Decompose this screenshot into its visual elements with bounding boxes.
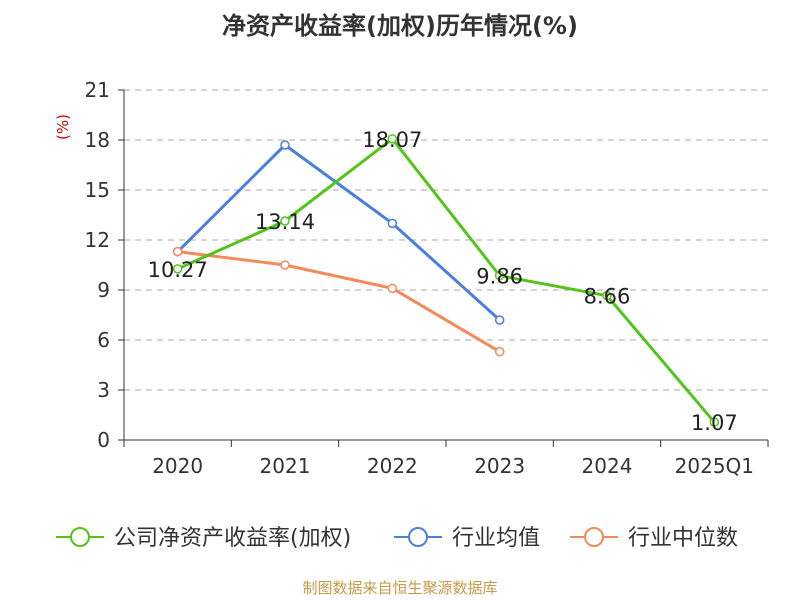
data-labels: 10.27 13.14 18.07 9.86 8.66 1.07 xyxy=(148,128,738,435)
data-label: 13.14 xyxy=(255,210,315,234)
y-tick-label: 0 xyxy=(97,428,110,452)
x-tick-label: 2025Q1 xyxy=(675,454,754,478)
y-tick-label: 3 xyxy=(97,378,110,402)
series-lines xyxy=(172,134,720,427)
y-axis-unit: (%) xyxy=(54,114,72,140)
legend-item-industry_median[interactable]: 行业中位数 xyxy=(570,526,738,551)
y-tick-label: 15 xyxy=(85,178,110,202)
y-tick-label: 18 xyxy=(85,128,110,152)
x-tick-label: 2020 xyxy=(152,454,203,478)
data-label: 8.66 xyxy=(584,285,631,309)
y-tick-label: 21 xyxy=(85,78,110,102)
source-note: 制图数据来自恒生聚源数据库 xyxy=(302,579,498,597)
chart-title: 净资产收益率(加权)历年情况(%) xyxy=(222,12,578,40)
legend-item-company[interactable]: 公司净资产收益率(加权) xyxy=(56,526,351,551)
legend-swatch-marker xyxy=(70,527,90,547)
y-tick-label: 9 xyxy=(97,278,110,302)
legend-label: 行业均值 xyxy=(452,526,540,551)
data-point-industry_median xyxy=(387,283,398,294)
x-tick-label: 2024 xyxy=(582,454,633,478)
data-point-company xyxy=(387,134,398,144)
data-point-company xyxy=(602,290,612,301)
series-line-industry_avg xyxy=(176,143,501,322)
data-point-industry_avg xyxy=(280,140,290,150)
data-label: 1.07 xyxy=(691,411,738,435)
y-tick-label: 12 xyxy=(85,228,110,252)
data-point-company xyxy=(172,264,183,274)
data-point-industry_median xyxy=(280,260,290,270)
x-tick-label: 2021 xyxy=(260,454,311,478)
y-tick-label: 6 xyxy=(97,328,110,352)
x-tick-label: 2023 xyxy=(474,454,525,478)
data-point-company xyxy=(280,216,290,226)
data-point-company xyxy=(494,270,505,281)
legend-swatch-marker xyxy=(408,527,428,547)
x-tick-label: 2022 xyxy=(367,454,418,478)
legend-label: 公司净资产收益率(加权) xyxy=(114,526,351,551)
legend[interactable]: 公司净资产收益率(加权) 行业均值 行业中位数 xyxy=(56,526,738,551)
legend-label: 行业中位数 xyxy=(628,526,738,551)
series-line-industry_median xyxy=(177,250,501,353)
data-label: 10.27 xyxy=(148,258,208,282)
grid-lines xyxy=(124,89,768,391)
legend-swatch-marker xyxy=(584,527,604,547)
axes: 0 3 6 9 12 15 18 21 (%) 2020 2021 2022 2023 2024 2025Q… xyxy=(54,78,769,478)
data-label: 18.07 xyxy=(362,128,422,152)
data-point-industry_avg xyxy=(387,218,398,229)
series-line-company xyxy=(177,137,716,424)
data-point-industry_median xyxy=(494,346,505,357)
data-label: 9.86 xyxy=(476,265,523,289)
data-point-industry_median xyxy=(172,246,183,257)
data-point-company xyxy=(709,417,720,427)
legend-item-industry_avg[interactable]: 行业均值 xyxy=(394,526,540,551)
data-point-industry_avg xyxy=(494,315,505,325)
